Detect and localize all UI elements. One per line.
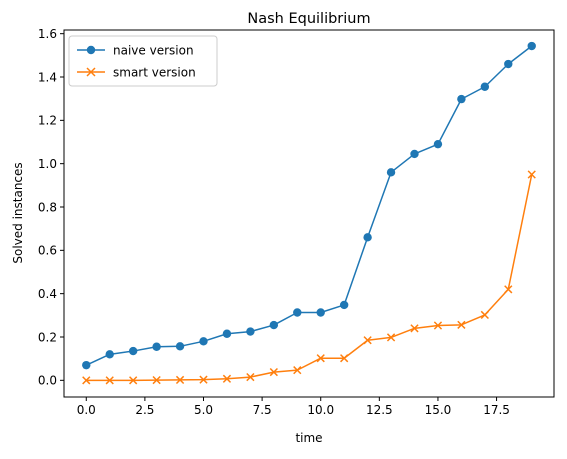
data-point-naive	[480, 82, 490, 91]
data-point-naive	[339, 300, 349, 310]
data-point-naive	[527, 41, 536, 51]
y-axis-label: Solved instances	[11, 162, 25, 263]
data-point-naive	[386, 168, 396, 177]
data-point-naive	[246, 327, 255, 336]
data-point-naive	[433, 139, 443, 149]
x-tick-label: 10.0	[307, 403, 334, 417]
data-point-smart	[386, 333, 396, 342]
y-tick-label: 1.4	[38, 70, 57, 84]
x-tick-label: 0.0	[77, 403, 96, 417]
data-point-naive	[82, 360, 91, 370]
data-point-smart	[175, 375, 185, 385]
y-tick-label: 1.0	[38, 157, 57, 171]
data-point-smart	[293, 366, 302, 375]
legend: naive version smart version	[68, 35, 218, 87]
y-axis: 0.0 0.2 0.4 0.6 0.8 1.0 1.2 1.4 1.6	[38, 27, 64, 388]
chart-title: Nash Equilibrium	[247, 11, 370, 27]
y-tick-label: 1.2	[38, 114, 57, 128]
data-point-naive	[222, 329, 232, 338]
data-point-smart	[433, 321, 443, 330]
y-tick-label: 0.6	[38, 244, 57, 258]
data-point-smart	[504, 285, 513, 294]
data-point-smart	[129, 376, 138, 385]
y-tick-label: 0.4	[38, 287, 57, 301]
series-naive	[82, 41, 536, 370]
x-tick-label: 7.5	[253, 403, 272, 417]
data-point-naive	[410, 149, 419, 159]
series-smart	[82, 170, 536, 385]
legend-label-smart: smart version	[113, 66, 196, 80]
y-tick-label: 0.0	[38, 374, 57, 388]
data-point-smart	[363, 336, 372, 345]
data-point-smart	[527, 170, 536, 179]
data-point-naive	[152, 342, 161, 351]
data-point-smart	[480, 310, 489, 320]
data-point-naive	[504, 59, 513, 69]
data-point-naive	[269, 320, 279, 330]
legend-box	[68, 35, 218, 87]
data-point-naive	[363, 233, 372, 242]
series-line-smart	[86, 174, 533, 382]
data-point-smart	[105, 376, 114, 385]
data-point-naive	[175, 342, 185, 351]
data-point-naive	[316, 308, 325, 317]
x-tick-label: 17.5	[483, 403, 510, 417]
data-point-smart	[457, 320, 466, 329]
y-tick-label: 0.8	[38, 200, 57, 214]
data-point-smart	[410, 324, 419, 333]
x-tick-label: 12.5	[366, 403, 393, 417]
data-point-smart	[82, 376, 91, 385]
data-point-naive	[128, 346, 138, 356]
data-point-smart	[269, 367, 278, 377]
data-point-smart	[199, 375, 208, 384]
x-axis: 0.0 2.5 5.0 7.5 10.0 12.5 15.0 17.5	[77, 397, 510, 417]
data-point-smart	[222, 374, 232, 383]
data-point-smart	[246, 372, 255, 382]
legend-label-naive: naive version	[113, 44, 194, 58]
x-axis-label: time	[295, 431, 322, 445]
data-point-smart	[316, 354, 325, 363]
plot-area	[82, 41, 536, 385]
legend-marker-smart	[86, 67, 96, 77]
y-tick-label: 1.6	[38, 27, 57, 41]
x-tick-label: 15.0	[425, 403, 452, 417]
data-point-naive	[105, 350, 114, 359]
data-point-smart	[340, 354, 349, 363]
x-tick-label: 5.0	[194, 403, 213, 417]
data-point-naive	[457, 94, 466, 104]
data-point-naive	[199, 337, 208, 346]
plot-frame	[63, 29, 555, 398]
y-tick-label: 0.2	[38, 330, 57, 344]
x-tick-label: 2.5	[135, 403, 154, 417]
legend-marker-naive	[86, 45, 96, 55]
data-point-naive	[293, 308, 302, 317]
data-point-smart	[152, 375, 161, 385]
